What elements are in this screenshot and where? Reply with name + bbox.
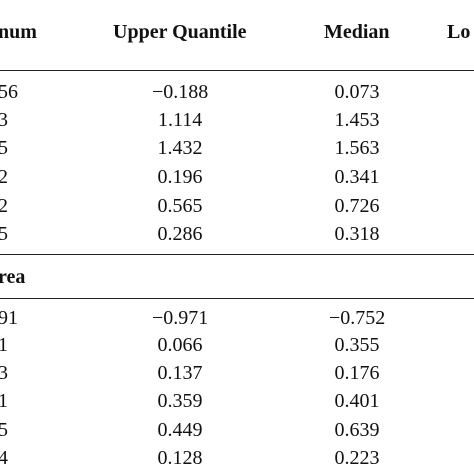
table-cell: 1: [0, 390, 8, 412]
table-cell: 2: [0, 195, 8, 217]
column-header: Median: [324, 21, 390, 43]
column-header: num: [0, 21, 37, 43]
table-cell: 1.453: [334, 109, 380, 131]
table-cell: 0.341: [334, 166, 380, 188]
table-cell: 3: [0, 362, 8, 384]
table-cell: 0.401: [334, 390, 380, 412]
table-cell: 1.114: [158, 109, 203, 131]
table-cell: 0.449: [157, 419, 203, 441]
table-cell: 0.565: [157, 195, 203, 217]
table-cell: −0.188: [152, 81, 209, 103]
table-cell: 0.176: [334, 362, 380, 384]
table-cell: 1.432: [157, 137, 203, 159]
table-cell: 0.066: [157, 334, 203, 356]
table-cell: 0.639: [334, 419, 380, 441]
section-rule: [0, 254, 474, 255]
section-title: rea: [0, 266, 26, 288]
column-header: Lo: [447, 21, 471, 43]
table-cell: 2: [0, 166, 8, 188]
table-cell: 5: [0, 223, 8, 245]
table-cell: 3: [0, 109, 8, 131]
table-cell: 5: [0, 137, 8, 159]
section-rule: [0, 298, 474, 299]
header-rule: [0, 70, 474, 71]
table-cell: 5: [0, 419, 8, 441]
table-cell: −0.971: [152, 307, 209, 329]
table-cell: 0.359: [157, 390, 203, 412]
table-cell: 0.726: [334, 195, 380, 217]
table-cell: 0.196: [157, 166, 203, 188]
column-header: Upper Quantile: [113, 21, 247, 43]
table-cell: 0.073: [334, 81, 380, 103]
table-cell: 91: [0, 307, 18, 329]
table-cell: 0.355: [334, 334, 380, 356]
table-cell: 56: [0, 81, 18, 103]
table-cell: 1: [0, 334, 8, 356]
table-cell: −0.752: [329, 307, 386, 329]
table-cell: 0.318: [334, 223, 380, 245]
table-cell: 0.128: [157, 447, 203, 469]
table-cell: 0.137: [157, 362, 203, 384]
table-cell: 0.223: [334, 447, 380, 469]
table-cell: 1.563: [334, 137, 380, 159]
table-cell: 4: [0, 447, 8, 469]
table-cell: 0.286: [157, 223, 203, 245]
